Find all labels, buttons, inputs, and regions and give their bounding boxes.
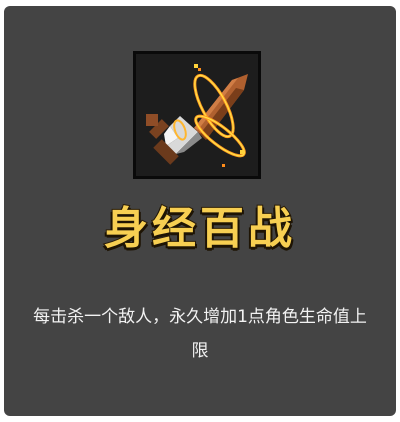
upgrade-title: 身经百战 <box>4 202 396 256</box>
flaming-dagger-icon <box>136 54 258 176</box>
upgrade-description: 每击杀一个敌人，永久增加1点角色生命值上限 <box>30 300 370 368</box>
item-icon-frame <box>133 51 261 179</box>
upgrade-card[interactable]: 身经百战 每击杀一个敌人，永久增加1点角色生命值上限 <box>4 6 396 416</box>
